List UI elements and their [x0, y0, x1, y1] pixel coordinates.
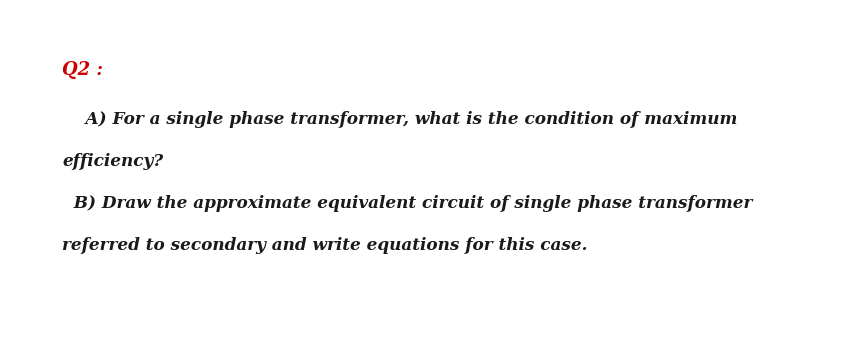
Text: B) Draw the approximate equivalent circuit of single phase transformer: B) Draw the approximate equivalent circu… — [62, 195, 753, 212]
Text: A) For a single phase transformer, what is the condition of maximum: A) For a single phase transformer, what … — [62, 111, 738, 127]
Text: referred to secondary and write equations for this case.: referred to secondary and write equation… — [62, 237, 588, 254]
Text: Q2 :: Q2 : — [62, 61, 103, 79]
Text: efficiency?: efficiency? — [62, 153, 164, 170]
